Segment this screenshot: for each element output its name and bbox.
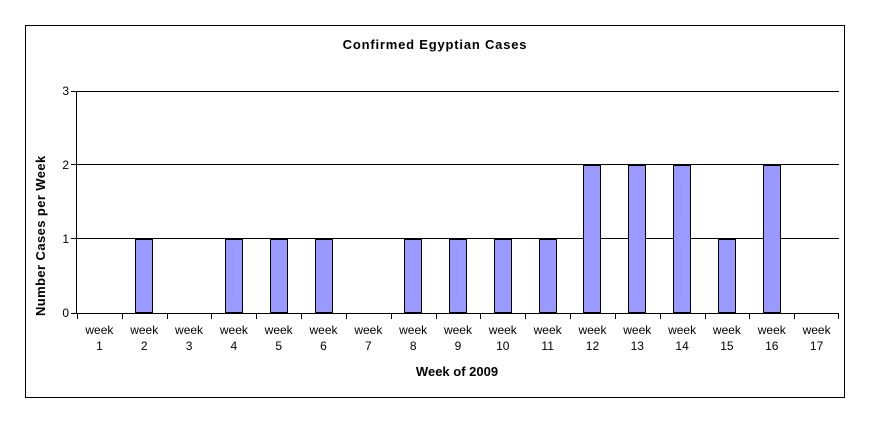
x-tick-label-line: week xyxy=(309,323,338,337)
x-tick-label: week 11 xyxy=(525,322,570,354)
x-tick-mark xyxy=(391,313,392,319)
x-tick-mark xyxy=(346,313,347,319)
x-tick-mark xyxy=(794,313,795,319)
x-tick-mark xyxy=(570,313,571,319)
x-tick-label-line: week xyxy=(623,323,652,337)
x-tick-mark xyxy=(615,313,616,319)
bar xyxy=(449,239,467,313)
x-tick-label-line: week xyxy=(443,323,472,337)
bar xyxy=(628,165,646,313)
y-tick-label: 2 xyxy=(62,158,69,172)
x-tick-label-line: 12 xyxy=(585,339,600,353)
bar xyxy=(135,239,153,313)
plot-area: 0 1 2 3 week 1 week 2 week 3 week 4 week 5 week 6 week 7 w… xyxy=(62,84,839,353)
bar xyxy=(225,239,243,313)
y-tick-mark xyxy=(71,91,77,92)
x-tick-label: week 2 xyxy=(122,322,167,354)
bar xyxy=(673,165,691,313)
x-tick-label-line: 4 xyxy=(230,339,238,353)
bar xyxy=(718,239,736,313)
x-tick-mark xyxy=(525,313,526,319)
x-tick-label-line: week xyxy=(757,323,786,337)
x-tick-mark xyxy=(660,313,661,319)
bar xyxy=(270,239,288,313)
x-tick-label-line: 10 xyxy=(496,339,510,353)
gridline xyxy=(77,164,839,165)
x-tick-label-line: 8 xyxy=(409,339,417,353)
x-tick-label: week 3 xyxy=(167,322,212,354)
x-tick-label-line: 5 xyxy=(275,339,283,353)
x-tick-mark xyxy=(705,313,706,319)
x-tick-label-line: week xyxy=(533,323,562,337)
x-tick-label-line: week xyxy=(354,323,383,337)
x-tick-mark xyxy=(301,313,302,319)
x-tick-label: week 5 xyxy=(256,322,301,354)
x-tick-label-line: 14 xyxy=(675,339,689,353)
x-tick-label-line: week xyxy=(802,323,831,337)
x-tick-mark xyxy=(77,313,78,319)
x-tick-label-line: 15 xyxy=(720,339,734,353)
bar xyxy=(583,165,601,313)
x-tick-label: week 4 xyxy=(211,322,256,354)
x-tick-label-line: week xyxy=(219,323,248,337)
chart-frame: Confirmed Egyptian Cases Number Cases pe… xyxy=(25,25,845,398)
x-tick-label-line: week xyxy=(85,323,114,337)
chart-title: Confirmed Egyptian Cases xyxy=(342,37,528,52)
x-tick-label-line: 3 xyxy=(185,339,193,353)
x-tick-label: week 1 xyxy=(77,322,122,354)
x-tick-label: week 8 xyxy=(391,322,436,354)
gridline xyxy=(77,91,839,92)
x-tick-label-line: 16 xyxy=(765,339,779,353)
x-tick-mark xyxy=(122,313,123,319)
x-tick-label: week 15 xyxy=(705,322,750,354)
x-tick-label: week 14 xyxy=(660,322,705,354)
x-tick-mark xyxy=(436,313,437,319)
x-tick-mark xyxy=(211,313,212,319)
y-tick-label: 1 xyxy=(62,232,69,246)
x-tick-label-line: 13 xyxy=(630,339,644,353)
gridline xyxy=(77,238,839,239)
x-tick-mark xyxy=(749,313,750,319)
y-tick-mark xyxy=(71,238,77,239)
x-tick-label-line: week xyxy=(712,323,741,337)
x-tick-label: week 7 xyxy=(346,322,391,354)
bar xyxy=(539,239,557,313)
x-tick-label: week 9 xyxy=(436,322,481,354)
bar xyxy=(494,239,512,313)
x-tick-label-line: week xyxy=(264,323,293,337)
x-tick-label-line: week xyxy=(130,323,159,337)
x-tick-label-line: 2 xyxy=(140,339,148,353)
x-tick-label-line: week xyxy=(399,323,428,337)
x-tick-label: week 6 xyxy=(301,322,346,354)
x-axis-title: Week of 2009 xyxy=(415,364,499,379)
x-tick-label: week 16 xyxy=(749,322,794,354)
x-tick-label: week 12 xyxy=(570,322,615,354)
x-tick-label: week 17 xyxy=(794,322,839,354)
x-tick-label-line: week xyxy=(578,323,607,337)
y-tick-mark xyxy=(71,164,77,165)
y-tick-label: 3 xyxy=(62,84,69,98)
x-tick-label-line: week xyxy=(488,323,517,337)
bar xyxy=(763,165,781,313)
x-tick-label-line: 11 xyxy=(541,339,554,353)
x-tick-label-line: 17 xyxy=(809,339,824,353)
x-tick-mark xyxy=(256,313,257,319)
x-tick-label-line: 7 xyxy=(365,339,372,353)
x-tick-label-line: 6 xyxy=(320,339,327,353)
x-tick-label-line: 1 xyxy=(96,339,103,353)
bar xyxy=(315,239,333,313)
x-tick-label-line: week xyxy=(175,323,204,337)
x-tick-mark xyxy=(167,313,168,319)
x-tick-mark xyxy=(838,313,839,319)
y-tick-label: 0 xyxy=(62,306,69,320)
bar xyxy=(404,239,422,313)
x-tick-label-line: 9 xyxy=(454,339,462,353)
y-tick-mark xyxy=(71,313,77,314)
x-tick-label-line: week xyxy=(668,323,697,337)
x-tick-mark xyxy=(480,313,481,319)
x-tick-label: week 13 xyxy=(615,322,660,354)
x-tick-label: week 10 xyxy=(480,322,525,354)
